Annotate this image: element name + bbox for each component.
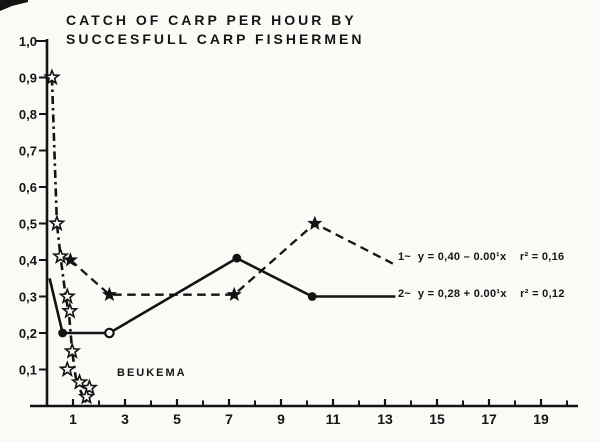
- x-tick-label: 3: [121, 411, 129, 427]
- chart-title-line2: SUCCESFULL CARP FISHERMEN: [66, 31, 365, 47]
- series-2-equation-label: 2~ y = 0,28 + 0.00¹x r² = 0,12: [398, 288, 565, 300]
- series-fishermen-2-line: [48, 256, 396, 335]
- series-fishermen-2-dot-marker: [58, 328, 67, 338]
- y-tick-label: 0,9: [19, 71, 37, 86]
- x-tick-label: 19: [533, 411, 549, 427]
- series-fishermen-2-dot-marker: [307, 292, 317, 301]
- chart-title-line1: CATCH OF CARP PER HOUR BY: [66, 12, 357, 28]
- series-fishermen-1-filled-star-marker: [307, 215, 323, 230]
- y-tick-label: 0,7: [19, 144, 37, 159]
- y-tick-label: 0,8: [19, 107, 37, 122]
- series-beukema-open-star-marker: [48, 214, 66, 232]
- series-beukema-open-star-marker: [58, 287, 77, 305]
- y-tick-label: 0,4: [19, 253, 38, 268]
- x-tick-label: 17: [481, 411, 497, 427]
- y-tick-label: 0,1: [19, 363, 37, 378]
- x-tick-label: 9: [277, 411, 285, 427]
- series-beukema-open-star-marker: [77, 387, 96, 405]
- x-tick-label: 5: [173, 411, 181, 427]
- series-fishermen-2-dot-marker: [232, 253, 242, 263]
- scan-artifact: [0, 0, 28, 11]
- chart-title: CATCH OF CARP PER HOUR BY SUCCESFULL CAR…: [66, 11, 365, 49]
- y-tick-label: 0,6: [19, 180, 37, 195]
- series-fishermen-1-filled-star-marker: [62, 252, 78, 267]
- x-tick-label: 15: [429, 411, 445, 427]
- series-fishermen-1-filled-star-marker: [101, 286, 117, 302]
- series-beukema-open-star-marker: [51, 247, 70, 264]
- x-tick-label: 1: [69, 411, 77, 427]
- x-tick-label: 11: [326, 411, 341, 427]
- x-tick-label: 13: [377, 411, 393, 427]
- y-tick-label: 0,5: [19, 217, 37, 232]
- y-tick-label: 1,0: [19, 34, 37, 49]
- series-beukema-open-star-marker: [80, 378, 99, 396]
- series-fishermen-1-line: [69, 222, 394, 296]
- series-beukema-open-star-marker: [63, 341, 82, 359]
- x-tick-label: 7: [225, 411, 233, 427]
- series-beukema-open-star-marker: [58, 360, 77, 378]
- series-beukema-open-star-marker: [61, 301, 79, 319]
- beukema-series-label: BEUKEMA: [117, 367, 187, 379]
- y-tick-label: 0,2: [19, 326, 37, 341]
- series-beukema-open-star-marker: [70, 372, 89, 390]
- series-fishermen-1-filled-star-marker: [226, 286, 242, 302]
- y-tick-label: 0,3: [19, 290, 37, 305]
- series-1-equation-label: 1~ y = 0,40 – 0.00¹x r² = 0,16: [398, 251, 565, 263]
- series-beukema-open-star-marker: [43, 68, 61, 86]
- series-fishermen-2-open-dot-marker: [104, 327, 115, 339]
